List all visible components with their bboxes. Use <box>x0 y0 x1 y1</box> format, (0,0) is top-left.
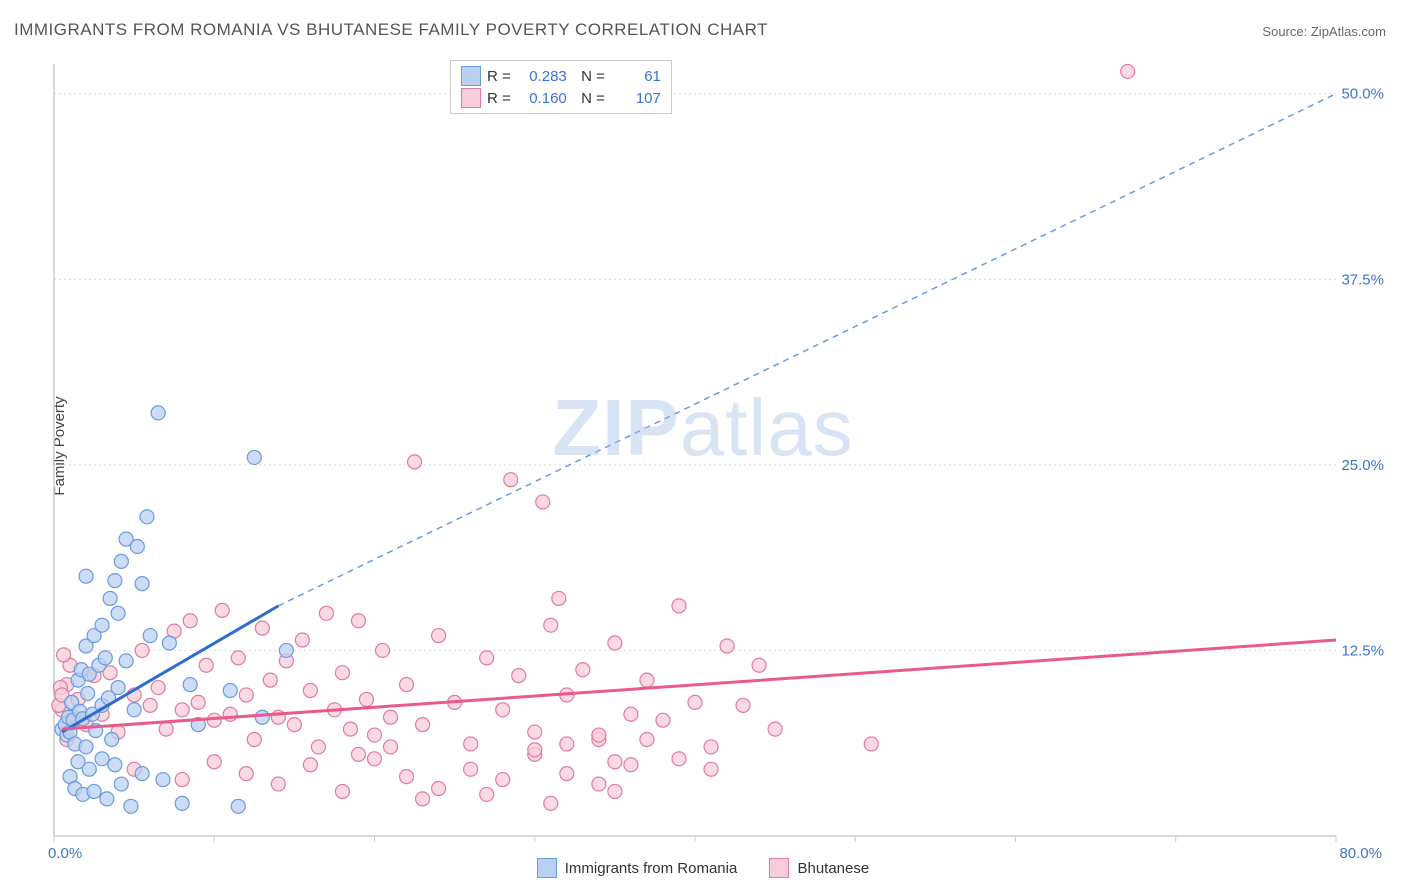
scatter-chart: 12.5% 25.0% 37.5% 50.0% <box>50 60 1400 860</box>
legend-swatch-icon <box>461 66 481 86</box>
stat-label: R = <box>487 68 511 85</box>
source-attribution: Source: ZipAtlas.com <box>1262 24 1386 39</box>
legend-stats-box: R = 0.283 N = 61 R = 0.160 N = 107 <box>450 60 672 114</box>
legend-item: Bhutanese <box>769 858 869 878</box>
legend-swatch-icon <box>769 858 789 878</box>
legend-swatch-icon <box>461 88 481 108</box>
x-axis-max-label: 80.0% <box>1339 845 1382 862</box>
chart-container: IMMIGRANTS FROM ROMANIA VS BHUTANESE FAM… <box>0 0 1406 892</box>
legend-swatch-icon <box>537 858 557 878</box>
svg-text:12.5%: 12.5% <box>1341 642 1384 659</box>
legend-stats-row: R = 0.160 N = 107 <box>461 87 661 109</box>
chart-title: IMMIGRANTS FROM ROMANIA VS BHUTANESE FAM… <box>14 20 768 40</box>
stat-label: N = <box>573 68 605 85</box>
x-axis-origin-label: 0.0% <box>48 845 82 862</box>
svg-text:50.0%: 50.0% <box>1341 86 1384 103</box>
legend-stats-row: R = 0.283 N = 61 <box>461 65 661 87</box>
source-label: Source: <box>1262 24 1307 39</box>
stat-value: 61 <box>611 68 661 85</box>
stat-value: 107 <box>611 90 661 107</box>
svg-text:37.5%: 37.5% <box>1341 271 1384 288</box>
stat-value: 0.160 <box>517 90 567 107</box>
legend-label: Immigrants from Romania <box>565 860 738 877</box>
legend-label: Bhutanese <box>797 860 869 877</box>
legend-bottom: Immigrants from Romania Bhutanese <box>0 858 1406 882</box>
stat-value: 0.283 <box>517 68 567 85</box>
stat-label: R = <box>487 90 511 107</box>
legend-item: Immigrants from Romania <box>537 858 738 878</box>
stat-label: N = <box>573 90 605 107</box>
svg-text:25.0%: 25.0% <box>1341 457 1384 474</box>
source-link[interactable]: ZipAtlas.com <box>1311 24 1386 39</box>
